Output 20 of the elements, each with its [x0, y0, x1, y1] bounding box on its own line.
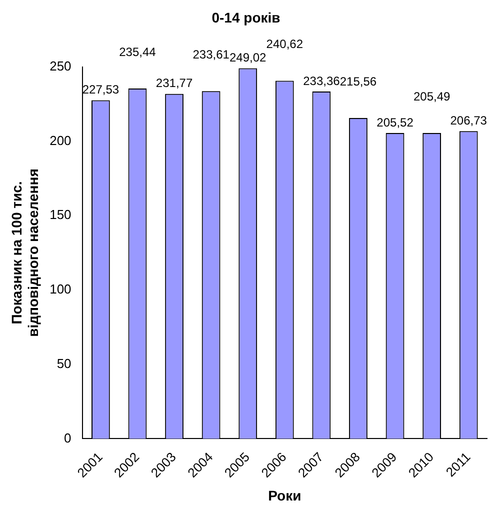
data-label: 233,61 [192, 47, 230, 62]
y-tick-label: 250 [50, 58, 72, 74]
y-tick-label: 100 [50, 282, 72, 297]
data-label: 249,02 [230, 50, 267, 65]
data-label: 227,53 [82, 82, 120, 97]
data-label: 235,44 [119, 44, 156, 59]
data-label: 215,56 [340, 74, 377, 88]
data-label: 205,49 [413, 89, 450, 104]
data-label: 206,73 [450, 113, 488, 128]
y-tick-label: 0 [64, 430, 72, 446]
data-label: 205,52 [376, 115, 414, 130]
data-label: 240,62 [266, 37, 304, 52]
x-axis-title: Роки [268, 487, 302, 504]
chart-title: 0-14 років [212, 9, 281, 26]
y-tick-label: 150 [50, 207, 72, 222]
y-tick-label: 200 [50, 132, 72, 148]
data-label: 231,77 [156, 76, 193, 90]
y-tick-label: 50 [56, 356, 72, 371]
y-axis-title: Показник на 100 тис. відповідного населення [8, 168, 42, 337]
data-label: 233,36 [303, 74, 340, 88]
